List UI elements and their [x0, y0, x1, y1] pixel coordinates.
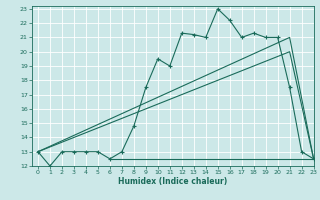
X-axis label: Humidex (Indice chaleur): Humidex (Indice chaleur) [118, 177, 228, 186]
